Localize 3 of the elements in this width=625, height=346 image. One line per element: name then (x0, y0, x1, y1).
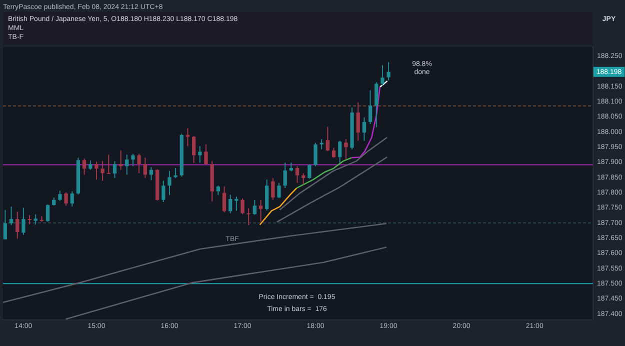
candlestick (118, 150, 123, 170)
candlestick (106, 154, 110, 174)
candlestick (246, 208, 250, 226)
